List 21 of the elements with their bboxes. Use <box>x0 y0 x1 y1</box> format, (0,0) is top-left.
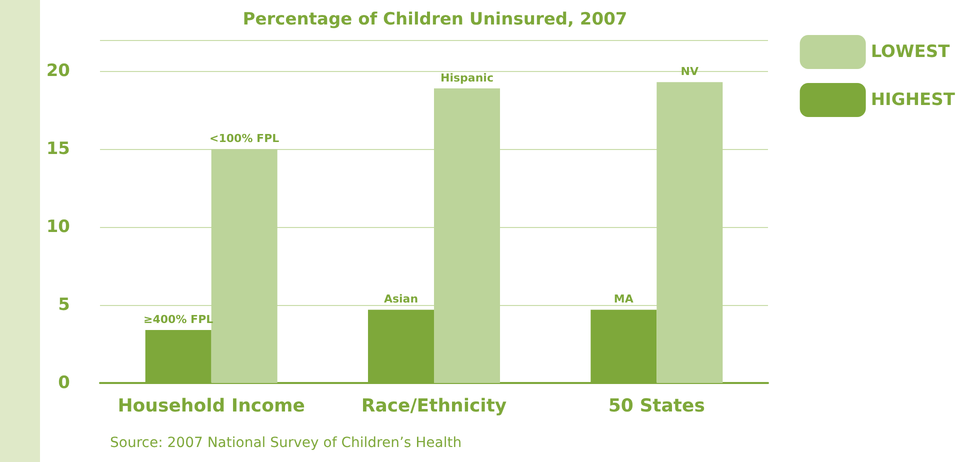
x-tick-label: Race/Ethnicity <box>361 396 507 416</box>
data-label: Asian <box>384 292 418 306</box>
data-label: Hispanic <box>440 71 494 84</box>
data-label: <100% FPL <box>210 132 280 146</box>
data-label: MA <box>614 292 634 306</box>
y-tick-label: 0 <box>58 373 70 393</box>
bar <box>656 82 723 383</box>
y-tick-label: 20 <box>46 61 70 82</box>
legend-label: LOWEST <box>870 42 950 62</box>
bar <box>434 88 500 383</box>
y-tick-label: 5 <box>58 295 70 316</box>
legend-label: HIGHEST <box>870 90 956 110</box>
y-tick-label: 10 <box>46 217 70 238</box>
y-tick-label: 15 <box>46 139 70 160</box>
chart-title: Percentage of Children Uninsured, 2007 <box>242 10 628 30</box>
bar <box>211 149 278 383</box>
x-tick-label: 50 States <box>608 396 705 416</box>
source-note: Source: 2007 National Survey of Children’s Health <box>110 435 462 451</box>
data-label: ≥400% FPL <box>144 312 214 326</box>
data-label: NV <box>680 65 700 78</box>
x-tick-label: Household Income <box>118 396 305 416</box>
